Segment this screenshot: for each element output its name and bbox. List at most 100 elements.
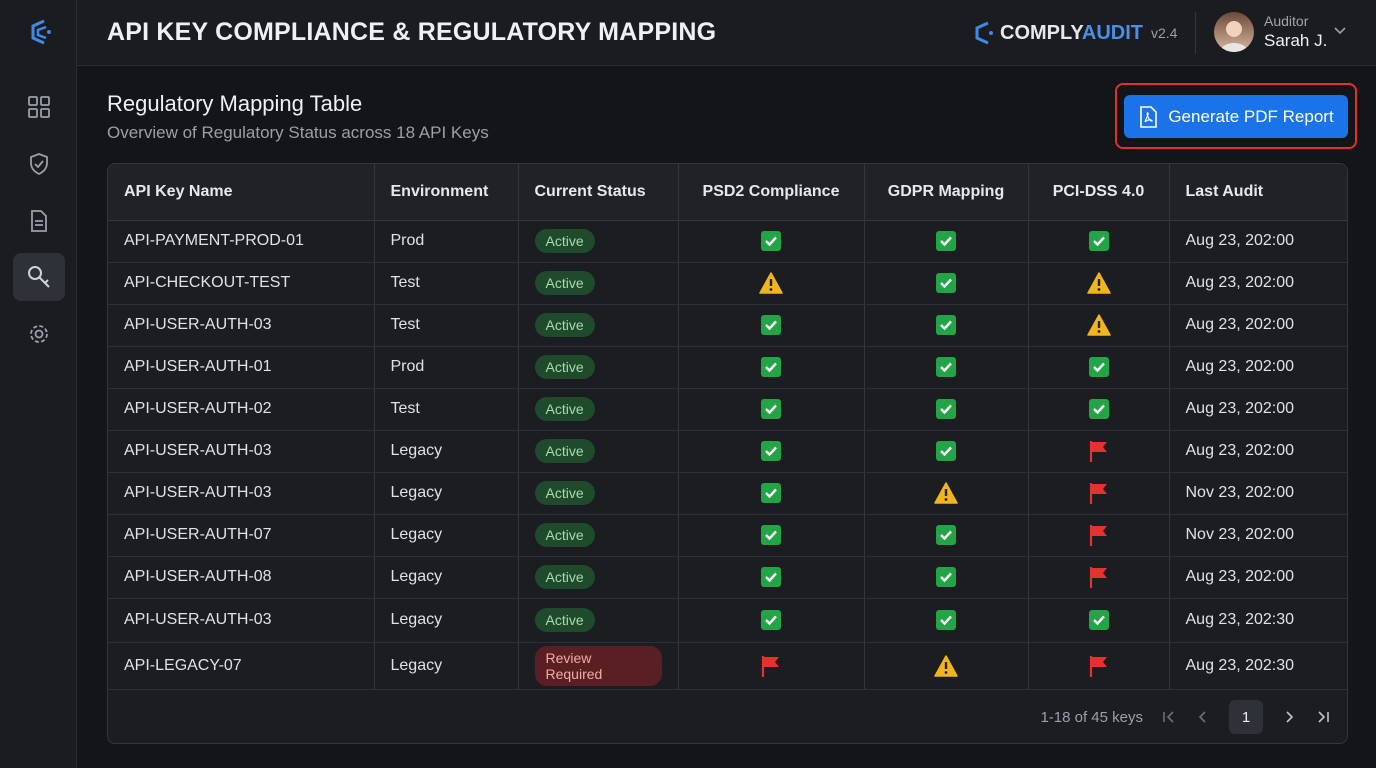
icon-shape — [761, 567, 781, 587]
compliance-icon — [934, 654, 958, 677]
gdpr-cell — [864, 388, 1029, 431]
psd2-cell — [678, 514, 865, 557]
key-name: API-USER-AUTH-03 — [108, 430, 375, 473]
environment: Test — [374, 304, 519, 347]
status-cell: Active — [518, 556, 679, 599]
nav-settings[interactable] — [13, 310, 65, 358]
page-title: API KEY COMPLIANCE & REGULATORY MAPPING — [107, 18, 717, 46]
compliance-icon — [1088, 609, 1110, 631]
brand-part: COMPLY — [1000, 21, 1082, 44]
environment: Test — [374, 388, 519, 431]
icon-shape — [761, 610, 781, 630]
icon-shape — [1092, 615, 1105, 626]
icon-shape — [761, 231, 781, 251]
compliance-icon — [760, 356, 782, 378]
table-row: API-USER-AUTH-08 Legacy Active Aug 23, 202:… — [108, 556, 1347, 599]
icon-shape — [761, 567, 781, 587]
nav-security[interactable] — [13, 140, 65, 188]
user-menu-caret[interactable] — [1333, 26, 1347, 36]
pci-cell — [1028, 514, 1170, 557]
page-number[interactable]: 1 — [1229, 700, 1263, 734]
compliance-icon — [759, 272, 783, 294]
icon-shape — [936, 441, 956, 461]
status-cell: Active — [518, 304, 679, 347]
icon-shape — [940, 615, 952, 626]
environment: Legacy — [374, 598, 519, 643]
status-cell: Active — [518, 346, 679, 389]
compliance-icon — [935, 440, 957, 462]
icon-shape — [940, 404, 952, 415]
table-row: API-PAYMENT-PROD-01 Prod Active Aug 23, 202… — [108, 220, 1347, 263]
column-header: API Key Name — [108, 164, 375, 221]
status-pill: Active — [534, 565, 595, 589]
table-row: API-LEGACY-07 Legacy Review Required Aug 23… — [108, 642, 1347, 690]
icon-shape — [940, 320, 952, 331]
last-page[interactable] — [1315, 709, 1331, 725]
icon-shape — [936, 567, 956, 587]
icon-shape — [1088, 399, 1109, 419]
icon-shape — [936, 273, 956, 293]
status-cell: Review Required — [518, 642, 679, 690]
status-cell: Active — [518, 220, 679, 263]
compliance-icon — [760, 482, 782, 504]
status-pill: Active — [534, 439, 595, 463]
icon-shape — [1088, 231, 1109, 251]
compliance-icon — [935, 524, 957, 546]
status-cell: Active — [518, 598, 679, 643]
icon-shape — [761, 399, 781, 419]
icon-shape — [1091, 442, 1107, 452]
psd2-cell — [678, 472, 865, 515]
gdpr-cell — [864, 598, 1029, 643]
last-audit: Aug 23, 202:00 — [1169, 304, 1347, 347]
gdpr-cell — [864, 642, 1029, 690]
icon-shape — [1086, 272, 1111, 294]
compliance-icon — [1086, 272, 1111, 294]
logo — [31, 19, 51, 45]
icon-shape — [761, 357, 781, 377]
compliance-icon — [935, 230, 957, 252]
icon-shape — [936, 610, 956, 630]
status-pill: Active — [534, 229, 595, 253]
status-cell: Active — [518, 514, 679, 557]
avatar[interactable] — [1214, 12, 1254, 52]
icon-shape — [936, 610, 956, 630]
icon-shape — [759, 272, 783, 294]
icon-shape — [1089, 483, 1107, 504]
icon-shape — [940, 236, 952, 247]
icon-shape — [1088, 610, 1109, 630]
nav-dashboard[interactable] — [13, 83, 65, 131]
environment: Legacy — [374, 556, 519, 599]
environment: Prod — [374, 220, 519, 263]
last-audit: Aug 23, 202:30 — [1169, 642, 1347, 690]
icon-shape — [761, 315, 781, 335]
icon-shape — [1089, 655, 1107, 677]
next-page[interactable] — [1281, 709, 1297, 725]
icon-shape — [761, 441, 781, 461]
icon-shape — [1088, 399, 1109, 419]
compliance-icon — [1086, 314, 1111, 336]
icon-shape — [940, 362, 952, 373]
icon-shape — [765, 404, 777, 415]
nav-keys[interactable] — [13, 253, 65, 301]
generate-pdf-button[interactable]: Generate PDF Report — [1124, 95, 1348, 138]
icon-shape — [761, 231, 781, 251]
first-page[interactable] — [1161, 709, 1177, 725]
psd2-cell — [678, 304, 865, 347]
prev-page[interactable] — [1195, 709, 1211, 725]
compliance-icon — [1088, 524, 1110, 546]
compliance-icon — [935, 398, 957, 420]
key-name: API-LEGACY-07 — [108, 642, 375, 690]
status-pill: Active — [534, 397, 595, 421]
psd2-cell — [678, 262, 865, 305]
icon-shape — [1088, 357, 1109, 377]
icon-shape — [1092, 404, 1105, 415]
icon-shape — [765, 488, 777, 499]
icon-shape — [944, 670, 948, 674]
nav-documents[interactable] — [13, 197, 65, 245]
compliance-icon — [1088, 398, 1110, 420]
status-cell: Active — [518, 472, 679, 515]
compliance-icon — [1088, 356, 1110, 378]
compliance-icon — [935, 356, 957, 378]
icon-shape — [936, 315, 956, 335]
icon-shape — [1086, 314, 1111, 336]
